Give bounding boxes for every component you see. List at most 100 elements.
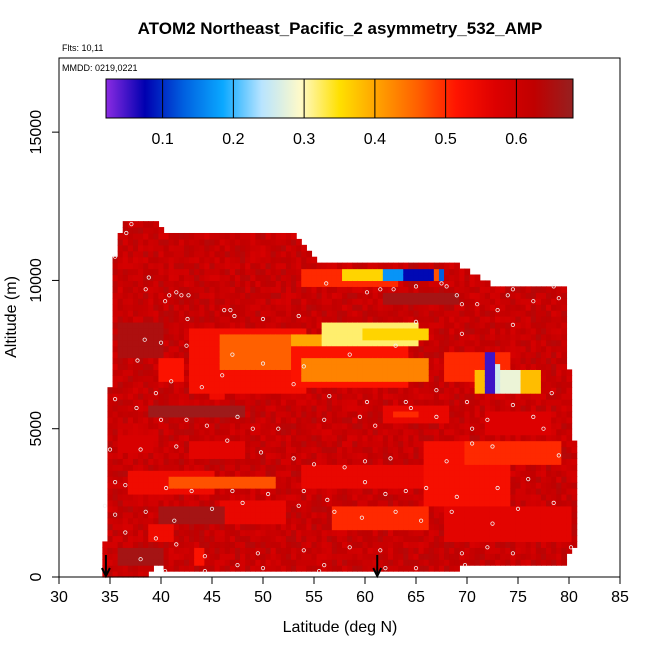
heatmap-cell xyxy=(526,346,532,353)
heatmap-cell xyxy=(153,363,159,370)
heatmap-cell xyxy=(378,411,384,418)
heatmap-cell xyxy=(357,369,363,376)
heatmap-cell xyxy=(174,239,180,246)
heatmap-cell xyxy=(153,541,159,548)
heatmap-cell xyxy=(235,257,241,264)
heatmap-cell xyxy=(107,530,113,537)
heatmap-cell xyxy=(174,464,180,471)
heatmap-cell xyxy=(495,541,501,548)
heatmap-cell xyxy=(138,435,144,442)
heatmap-cell xyxy=(561,488,567,495)
heatmap-cell xyxy=(444,298,450,305)
heatmap-cell xyxy=(475,553,481,560)
heatmap-cell xyxy=(515,363,521,370)
heatmap-cell xyxy=(521,387,527,394)
heatmap-cell xyxy=(500,518,506,525)
heatmap-cell xyxy=(230,239,236,246)
heatmap-cell xyxy=(505,553,511,560)
heatmap-cell xyxy=(515,322,521,329)
heatmap-cell xyxy=(449,476,455,483)
heatmap-cell xyxy=(327,482,333,489)
heatmap-cell xyxy=(337,530,343,537)
heatmap-cell xyxy=(368,482,374,489)
heatmap-cell xyxy=(439,565,445,572)
heatmap-cell xyxy=(317,518,323,525)
heatmap-cell xyxy=(521,352,527,359)
heatmap-cell xyxy=(419,375,425,382)
heatmap-cell xyxy=(551,304,557,311)
heatmap-cell xyxy=(204,559,210,566)
heatmap-cell xyxy=(444,411,450,418)
heatmap-cell xyxy=(490,346,496,353)
heatmap-cell xyxy=(556,405,562,412)
heatmap-cell xyxy=(556,328,562,335)
heatmap-cell xyxy=(174,310,180,317)
heatmap-cell xyxy=(429,316,435,323)
heatmap-cell xyxy=(245,541,251,548)
heatmap-cell xyxy=(505,500,511,507)
x-tick-label: 70 xyxy=(458,589,476,606)
heatmap-cell xyxy=(337,322,343,329)
heatmap-cell xyxy=(551,387,557,394)
heatmap-cell xyxy=(480,405,486,412)
heatmap-cell xyxy=(311,518,317,525)
heatmap-cell xyxy=(240,387,246,394)
heatmap-cell xyxy=(531,541,537,548)
heatmap-cell xyxy=(311,393,317,400)
heatmap-cell xyxy=(408,417,414,424)
heatmap-cell xyxy=(352,405,358,412)
heatmap-cell xyxy=(561,363,567,370)
heatmap-cell xyxy=(215,358,221,365)
heatmap-cell xyxy=(383,547,389,554)
heatmap-cell xyxy=(174,381,180,388)
heatmap-cell xyxy=(475,458,481,465)
heatmap-cell xyxy=(204,441,210,448)
heatmap-cell xyxy=(235,358,241,365)
sample-point xyxy=(103,504,106,507)
heatmap-cell xyxy=(153,239,159,246)
heatmap-cell xyxy=(322,530,328,537)
heatmap-cell xyxy=(470,447,476,454)
heatmap-cell xyxy=(266,369,272,376)
heatmap-cell xyxy=(179,429,185,436)
heatmap-cell xyxy=(138,441,144,448)
heatmap-cell xyxy=(536,310,542,317)
heatmap-cell xyxy=(276,393,282,400)
heatmap-cell xyxy=(541,518,547,525)
heatmap-cell xyxy=(505,322,511,329)
heatmap-cell xyxy=(194,512,200,519)
heatmap-cell xyxy=(107,387,113,394)
heatmap-cell xyxy=(531,470,537,477)
heatmap-cell xyxy=(383,482,389,489)
heatmap-cell xyxy=(322,553,328,560)
heatmap-cell xyxy=(153,494,159,501)
heatmap-cell xyxy=(148,375,154,382)
heatmap-cell xyxy=(250,375,256,382)
heatmap-cell xyxy=(179,340,185,347)
heatmap-cell xyxy=(521,292,527,299)
heatmap-cell xyxy=(169,316,175,323)
heatmap-cell xyxy=(393,553,399,560)
heatmap-cell xyxy=(541,547,547,554)
heatmap-cell xyxy=(235,387,241,394)
heatmap-cell xyxy=(546,316,552,323)
heatmap-cell xyxy=(301,292,307,299)
heatmap-cell xyxy=(515,369,521,376)
heatmap-cell xyxy=(403,441,409,448)
heatmap-cell xyxy=(521,316,527,323)
heatmap-cell xyxy=(388,512,394,519)
heatmap-cell xyxy=(393,476,399,483)
heatmap-cell xyxy=(393,334,399,341)
heatmap-cell xyxy=(429,506,435,513)
heatmap-cell xyxy=(424,435,430,442)
heatmap-cell xyxy=(347,381,353,388)
heatmap-cell xyxy=(143,328,149,335)
heatmap-cell xyxy=(541,482,547,489)
heatmap-cell xyxy=(383,263,389,270)
heatmap-cell xyxy=(480,512,486,519)
heatmap-cell xyxy=(398,352,404,359)
heatmap-cell xyxy=(561,559,567,566)
heatmap-cell xyxy=(306,524,312,531)
heatmap-cell xyxy=(429,547,435,554)
heatmap-cell xyxy=(311,423,317,430)
